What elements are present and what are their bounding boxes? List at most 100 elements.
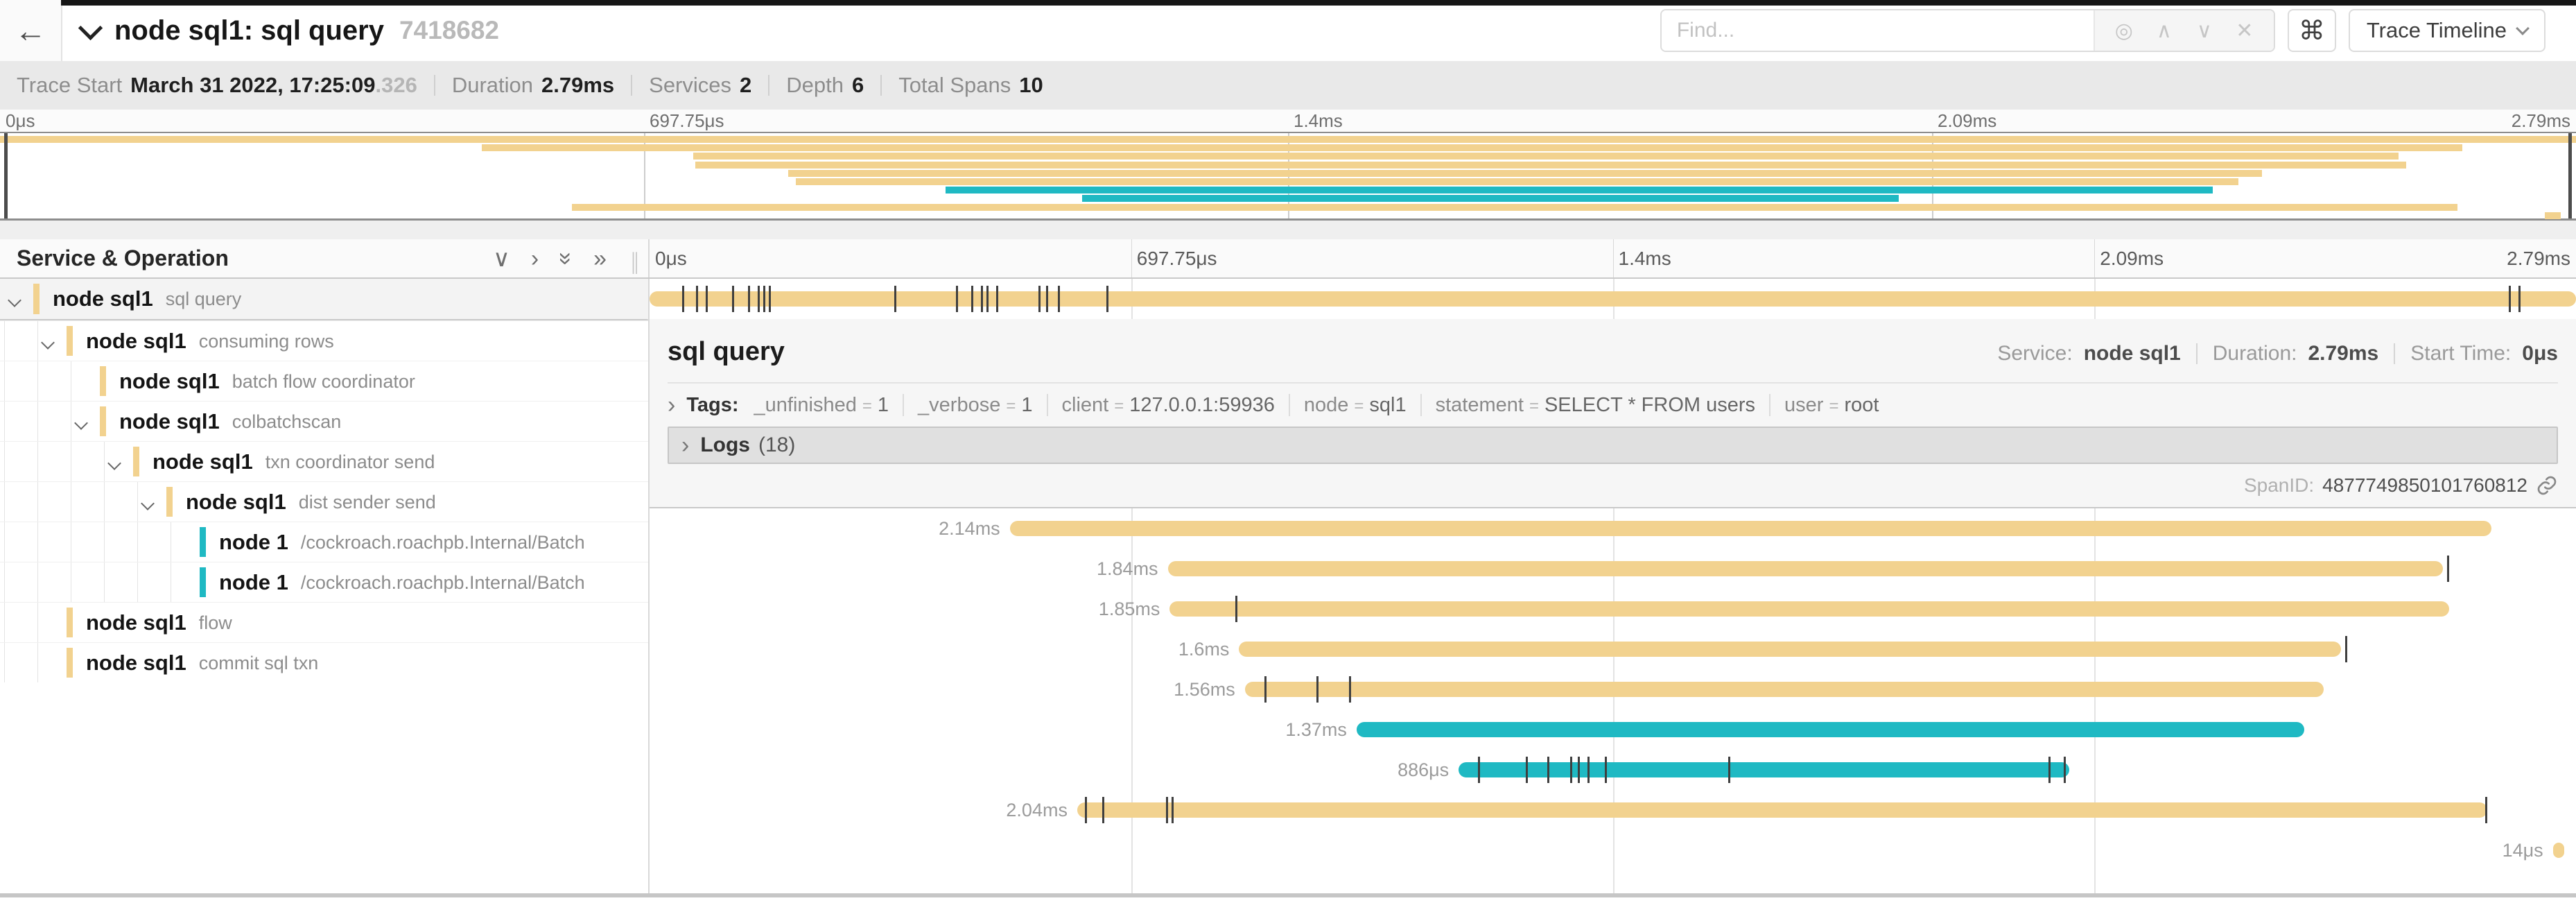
tag-equals: = <box>1006 396 1016 415</box>
expand-one-icon[interactable]: › <box>530 245 539 272</box>
logs-section-toggle[interactable]: › Logs (18) <box>668 427 2558 464</box>
tree-row[interactable]: node sql1 colbatchscan <box>0 401 648 441</box>
tag-item: _unfinished = 1 <box>754 394 889 417</box>
operation-name: /cockroach.roachpb.Internal/Batch <box>300 531 585 553</box>
minimap-axis-tick: 1.4ms <box>1294 110 1343 131</box>
find-clear-icon[interactable]: ✕ <box>2236 19 2254 42</box>
back-button[interactable]: ← <box>0 0 62 61</box>
tree-chevron-down-icon[interactable] <box>8 293 21 307</box>
span-detail-meta: Service: node sql1 Duration: 2.79ms Star… <box>1997 342 2558 366</box>
tag-key: _verbose <box>918 393 1001 416</box>
log-marker-tick <box>1172 797 1174 823</box>
span-duration-label: 2.04ms <box>1006 800 1068 820</box>
span-duration-label: 1.37ms <box>1285 719 1347 740</box>
expand-all-icon[interactable]: » <box>593 245 607 272</box>
span-duration-bar[interactable] <box>1244 682 2324 697</box>
detail-divider <box>668 382 2558 384</box>
timeline-ruler: 0μs 697.75μs 1.4ms 2.09ms 2.79ms <box>650 239 2576 277</box>
tag-item: node = sql1 <box>1304 394 1407 417</box>
span-duration-bar[interactable] <box>1239 642 2341 657</box>
log-marker-tick <box>695 286 698 312</box>
deep-link-icon[interactable] <box>2536 474 2558 497</box>
tree-guide-line <box>137 482 138 522</box>
tree-row[interactable]: node sql1 txn coordinator send <box>0 441 648 481</box>
tree-row[interactable]: node sql1 sql query <box>0 279 648 319</box>
tag-equals: = <box>1354 396 1364 415</box>
tree-row[interactable]: node sql1 dist sender send <box>0 481 648 522</box>
span-bars-top <box>650 279 2576 319</box>
minimap-span-bar <box>796 178 2239 185</box>
span-duration-bar[interactable] <box>1077 802 2488 818</box>
span-bar-row: 1.84ms <box>650 549 2576 589</box>
span-name-wrap: node sql1 colbatchscan <box>119 402 341 442</box>
service-color-accent <box>100 366 106 396</box>
span-duration-bar[interactable] <box>1356 722 2305 737</box>
column-resizer-handle[interactable]: ║ <box>628 252 643 273</box>
summary-divider <box>631 75 633 96</box>
find-input[interactable] <box>1661 10 2094 51</box>
tree-guide-line <box>37 522 38 562</box>
tree-chevron-down-icon[interactable] <box>107 456 121 470</box>
span-duration-bar[interactable] <box>2552 843 2565 858</box>
span-duration-bar[interactable] <box>1009 521 2491 536</box>
span-detail-panel: sql query Service: node sql1 Duration: 2… <box>650 319 2576 508</box>
trace-timeline-dropdown[interactable]: Trace Timeline <box>2348 9 2545 52</box>
minimap-canvas[interactable] <box>0 132 2576 221</box>
service-label: Service: <box>1997 342 2073 365</box>
span-duration-bar[interactable] <box>1169 601 2449 617</box>
span-duration-bar[interactable] <box>1167 561 2444 576</box>
log-marker-tick <box>2508 286 2511 312</box>
collapse-all-icon[interactable]: » <box>552 252 580 265</box>
tree-chevron-down-icon[interactable] <box>41 336 55 350</box>
tag-key: client <box>1061 393 1109 416</box>
minimap-axis: 0μs 697.75μs 1.4ms 2.09ms 2.79ms <box>0 110 2576 132</box>
tree-guide-line <box>4 562 5 602</box>
chevron-right-icon: › <box>668 391 676 418</box>
find-prev-icon[interactable]: ∧ <box>2156 19 2172 42</box>
find-group: ◎ ∧ ∨ ✕ <box>1660 9 2275 52</box>
locate-icon[interactable]: ◎ <box>2114 19 2133 42</box>
service-name: node sql1 <box>153 449 253 474</box>
tree-chevron-down-icon[interactable] <box>74 416 88 430</box>
tree-row[interactable]: node sql1 flow <box>0 602 648 642</box>
trace-timeline-label: Trace Timeline <box>2366 18 2507 42</box>
span-duration-bar[interactable] <box>1459 762 2070 777</box>
span-bar-row: 1.37ms <box>650 710 2576 750</box>
tree-row[interactable]: node 1/cockroach.roachpb.Internal/Batch <box>0 522 648 562</box>
tags-section-toggle[interactable]: › Tags: _unfinished = 1 _verbose = 1 client = 12… <box>668 384 2558 427</box>
header-controls: ◎ ∧ ∨ ✕ ⌘ Trace Timeline <box>1660 9 2545 52</box>
tag-item: statement = SELECT * FROM users <box>1436 394 1755 417</box>
summary-label: Trace Start <box>17 73 123 97</box>
collapse-trace-chevron-icon[interactable] <box>78 15 103 40</box>
span-duration-label: 886μs <box>1398 759 1450 780</box>
span-bar-row <box>650 279 2576 319</box>
tree-row[interactable]: node sql1 batch flow coordinator <box>0 361 648 401</box>
service-operation-label: Service & Operation <box>17 246 229 270</box>
minimap-gridline <box>644 133 645 218</box>
service-color-accent <box>166 487 173 517</box>
log-marker-tick <box>1038 286 1041 312</box>
tree-row[interactable]: node sql1 commit sql txn <box>0 642 648 682</box>
span-bars-column: sql query Service: node sql1 Duration: 2… <box>650 279 2576 903</box>
span-duration-bar[interactable] <box>650 291 2576 307</box>
tree-chevron-down-icon[interactable] <box>141 497 155 510</box>
minimap-span-bar <box>2545 212 2561 219</box>
minimap-right-scrubber[interactable] <box>2568 133 2572 218</box>
log-marker-tick <box>1477 757 1480 783</box>
collapse-one-icon[interactable]: ∨ <box>492 245 510 272</box>
ruler-tick-label: 0μs <box>655 248 687 269</box>
span-bar-row: 14μs <box>650 830 2576 870</box>
summary-value-suffix: .326 <box>375 73 417 97</box>
span-id-row: SpanID: 4877749850101760812 <box>668 464 2558 507</box>
start-time-value: 0μs <box>2522 342 2558 365</box>
minimap-left-scrubber[interactable] <box>4 133 8 218</box>
keyboard-shortcuts-button[interactable]: ⌘ <box>2287 9 2336 52</box>
tree-row[interactable]: node sql1 consuming rows <box>0 320 648 361</box>
log-marker-tick <box>1235 596 1237 622</box>
trace-summary-items: Trace Start March 31 2022, 17:25:09.326 Du… <box>17 73 1043 98</box>
tree-guide-line <box>137 562 138 602</box>
ruler-tick-label: 697.75μs <box>1136 248 1217 269</box>
find-next-icon[interactable]: ∨ <box>2196 19 2212 42</box>
summary-label: Duration <box>451 73 533 97</box>
tree-row[interactable]: node 1/cockroach.roachpb.Internal/Batch <box>0 562 648 602</box>
